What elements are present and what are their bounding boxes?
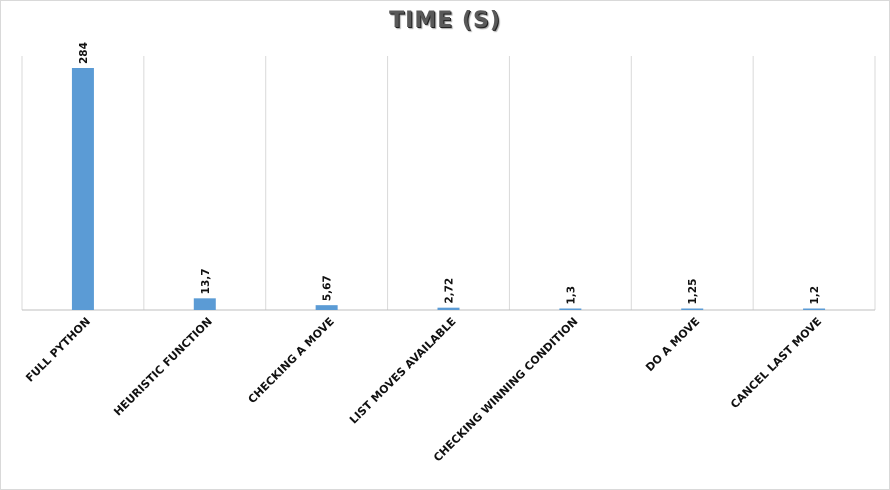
data-label: 1,2	[809, 286, 821, 305]
bar	[559, 308, 582, 310]
bar	[193, 298, 216, 310]
data-label: 284	[78, 42, 90, 64]
x-tick-label: CANCEL LAST MOVE	[728, 315, 824, 411]
x-tick-label: LIST MOVES AVAILABLE	[347, 315, 459, 427]
x-tick-label: CHECKING A MOVE	[246, 315, 337, 406]
data-label: 1,3	[565, 286, 577, 305]
bar	[437, 307, 460, 310]
bar	[803, 308, 826, 310]
bar	[71, 68, 94, 310]
x-tick-label: CHECKING WINNING CONDITION	[431, 315, 580, 464]
data-label: 1,25	[687, 279, 699, 305]
data-label: 13,7	[200, 268, 212, 294]
x-tick-label: FULL PYTHON	[23, 315, 93, 385]
bar	[681, 308, 704, 310]
data-label: 2,72	[444, 278, 456, 304]
x-tick-label: HEURISTIC FUNCTION	[111, 315, 215, 419]
x-tick-label: DO A MOVE	[643, 315, 702, 374]
data-label: 5,67	[322, 275, 334, 301]
bar	[315, 305, 338, 310]
chart-title: TIME (S)	[389, 8, 501, 33]
